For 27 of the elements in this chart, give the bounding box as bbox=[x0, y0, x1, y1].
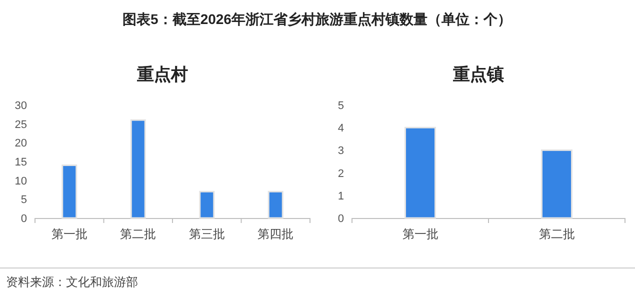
y-tick-label: 25 bbox=[14, 118, 27, 131]
y-tick-label: 15 bbox=[14, 156, 27, 168]
y-tick-label: 2 bbox=[338, 168, 344, 180]
bar bbox=[268, 190, 284, 219]
text: 资料来源：文化和旅游部 bbox=[6, 275, 138, 289]
x-tick-label: 第一批 bbox=[51, 227, 88, 241]
x-tick-label: 第四批 bbox=[258, 227, 294, 241]
y-tick-label: 3 bbox=[338, 145, 344, 158]
y-tick-label: 1 bbox=[338, 190, 344, 202]
y-tick-label: 10 bbox=[14, 175, 27, 188]
x-tick-label: 第二批 bbox=[120, 227, 156, 241]
y-tick-label: 0 bbox=[20, 213, 27, 225]
y-tick-label: 20 bbox=[14, 138, 27, 150]
bar bbox=[199, 190, 215, 219]
y-tick-label: 30 bbox=[14, 100, 27, 112]
y-tick-label: 0 bbox=[338, 213, 344, 225]
x-tick-label: 第二批 bbox=[538, 227, 575, 241]
bar bbox=[62, 164, 78, 219]
x-tick-label: 第三批 bbox=[188, 227, 225, 241]
y-tick-label: 5 bbox=[338, 100, 344, 112]
y-tick-label: 4 bbox=[338, 122, 344, 135]
chart-title: 重点村 bbox=[136, 65, 188, 84]
y-tick-label: 5 bbox=[20, 194, 27, 206]
chart-title: 重点镇 bbox=[452, 65, 504, 84]
x-tick-label: 第一批 bbox=[402, 227, 438, 241]
bar bbox=[130, 119, 146, 219]
text: 图表5：截至2026年浙江省乡村旅游重点村镇数量（单位：个） bbox=[122, 11, 512, 27]
